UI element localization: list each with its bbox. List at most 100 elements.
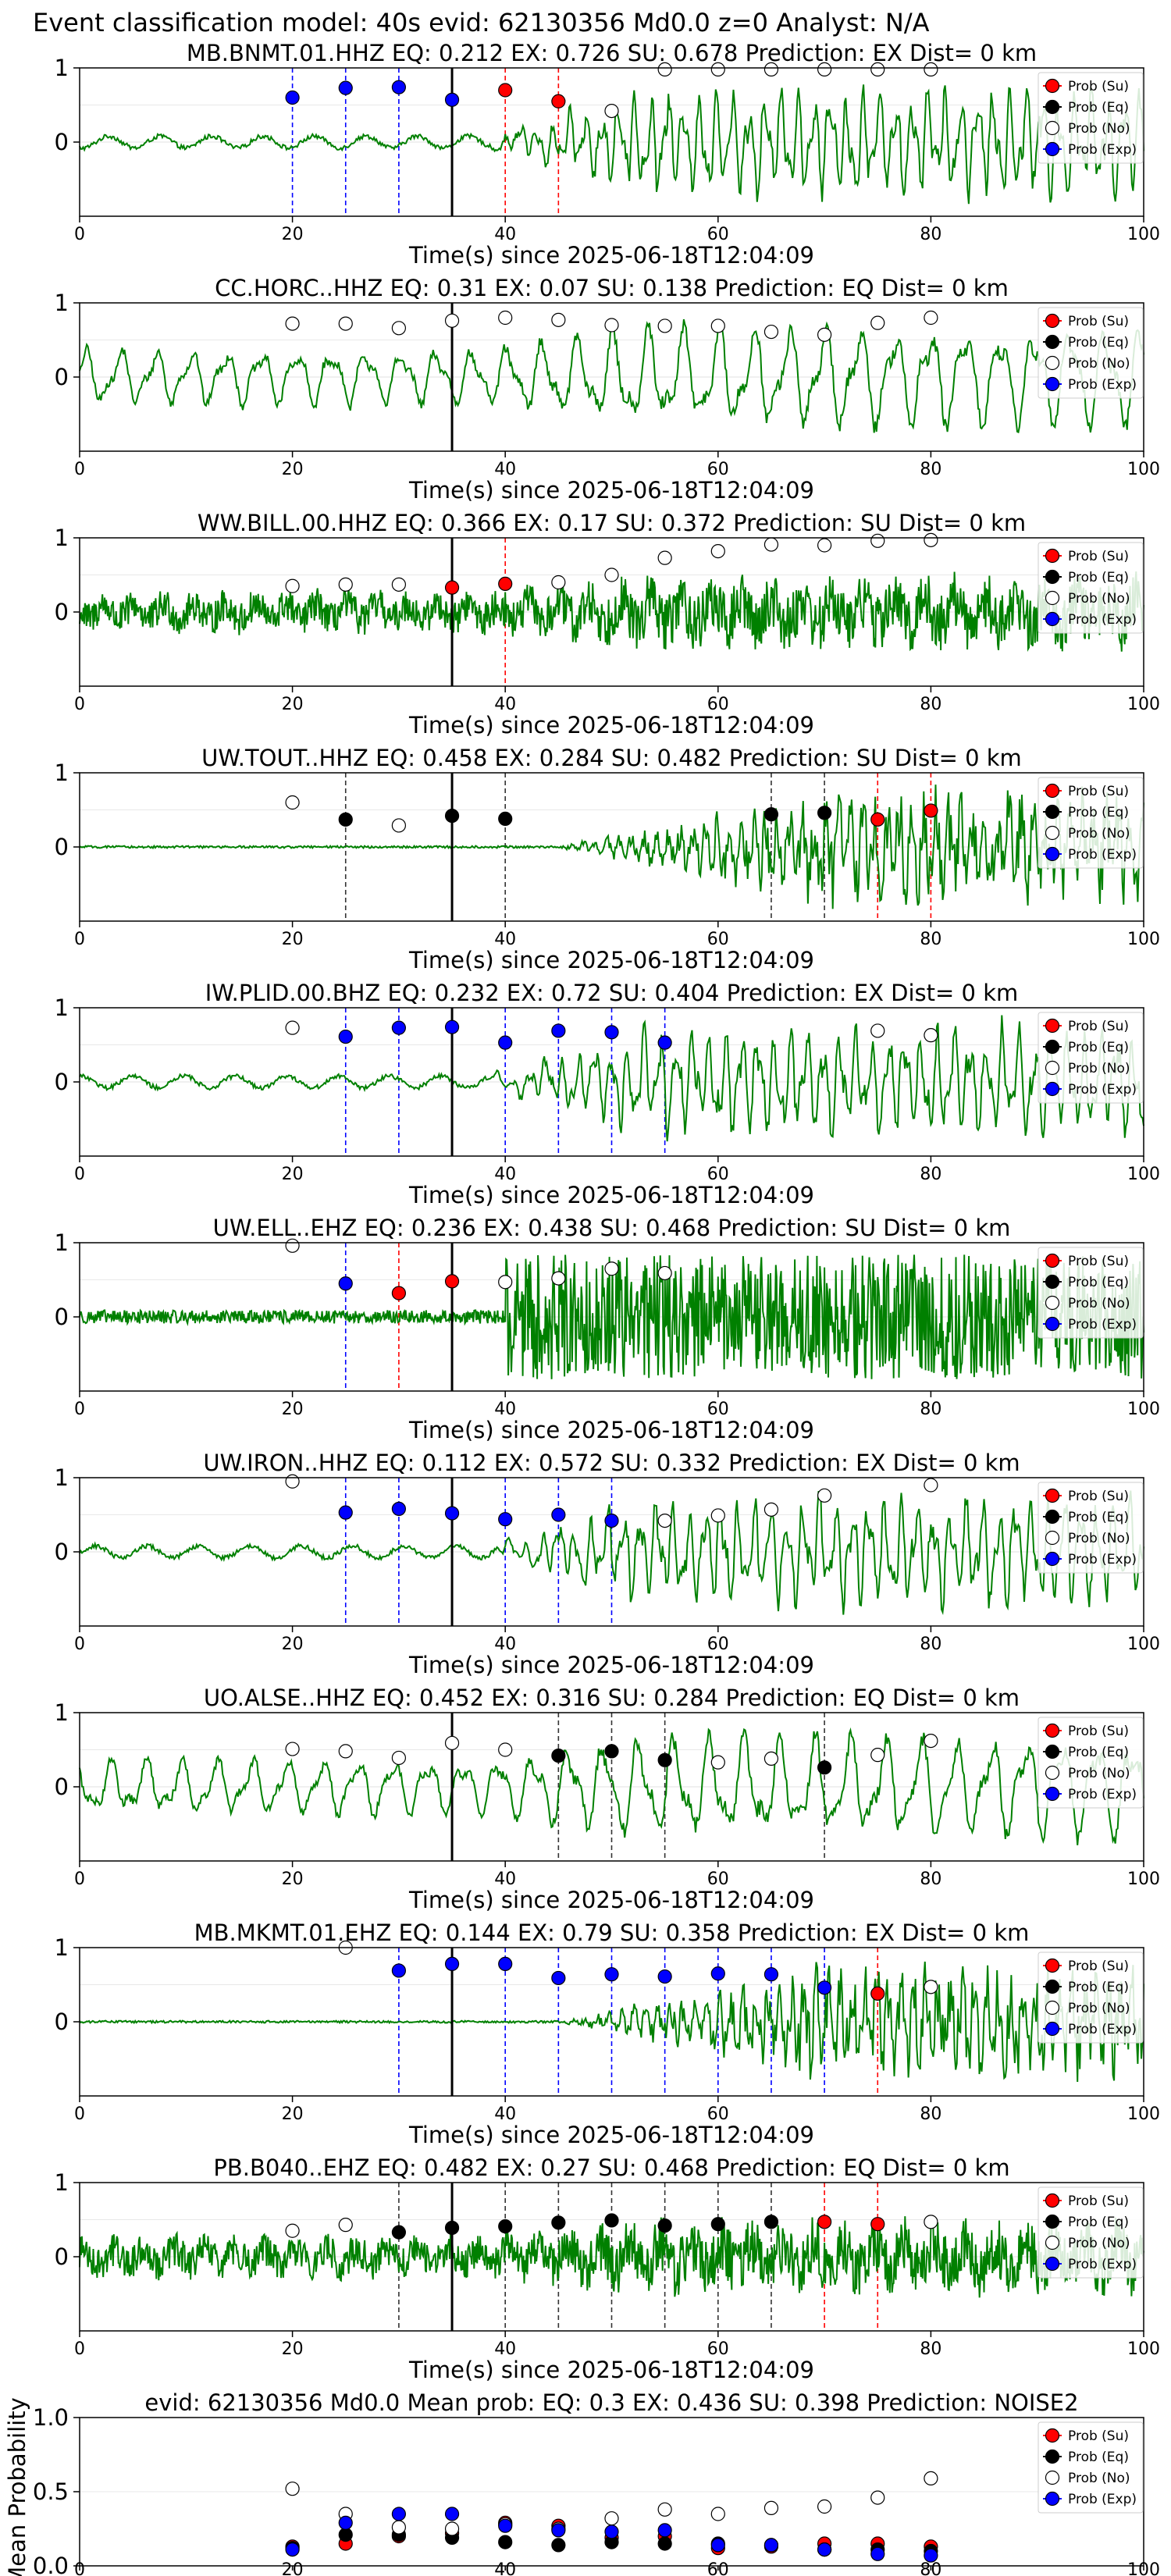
prob-marker-no — [498, 310, 513, 326]
x-tick-label: 20 — [282, 1870, 304, 1889]
x-axis-label: Time(s) since 2025-06-18T12:04:09 — [408, 477, 814, 503]
legend-marker-su — [1045, 548, 1060, 564]
x-tick-label: 40 — [494, 2339, 516, 2359]
prob-marker-exp — [391, 1020, 406, 1035]
prob-marker-su — [551, 94, 566, 109]
x-tick-label: 0 — [74, 1165, 85, 1184]
x-axis-label: Time(s) since 2025-06-18T12:04:09 — [408, 2122, 814, 2148]
mean-prob-marker-exp — [924, 2548, 938, 2563]
prob-marker-no — [710, 1755, 725, 1770]
y-tick-label: 0 — [55, 1069, 69, 1095]
legend-marker-eq — [1045, 99, 1060, 115]
y-tick-label: 1 — [55, 1229, 69, 1256]
mean-prob-marker-exp — [551, 2523, 566, 2538]
prob-marker-su — [870, 812, 885, 827]
legend-marker-no — [1045, 2470, 1060, 2485]
prob-marker-no — [285, 1742, 300, 1756]
waveform-trace — [79, 785, 1144, 909]
prob-marker-no — [444, 1735, 460, 1751]
legend-box — [1038, 1717, 1144, 1809]
prob-marker-no — [763, 1751, 779, 1766]
mean-prob-marker-exp — [444, 2507, 460, 2521]
prob-marker-exp — [338, 1505, 353, 1520]
legend-marker-no — [1045, 825, 1060, 841]
prob-marker-no — [285, 1238, 300, 1253]
x-tick-label: 0 — [74, 695, 85, 714]
x-tick-label: 80 — [920, 1635, 941, 1654]
prob-marker-no — [285, 795, 300, 810]
waveform-trace — [79, 1490, 1144, 1615]
prob-marker-exp — [817, 1980, 832, 1995]
prob-marker-eq — [657, 2218, 672, 2233]
x-tick-label: 0 — [74, 2339, 85, 2359]
y-tick-label: 0 — [55, 129, 69, 155]
prob-marker-exp — [604, 1513, 619, 1528]
panel-0: MB.BNMT.01.HHZ EQ: 0.212 EX: 0.726 SU: 0… — [55, 40, 1160, 269]
x-tick-label: 60 — [707, 2339, 729, 2359]
prob-marker-no — [924, 1478, 938, 1493]
legend-label-su: Prob (Su) — [1068, 2194, 1129, 2209]
legend-label-eq: Prob (Eq) — [1068, 1510, 1129, 1525]
prob-marker-no — [817, 538, 832, 553]
prob-marker-eq — [498, 811, 513, 827]
legend-label-exp: Prob (Exp) — [1068, 1317, 1137, 1332]
prob-marker-eq — [498, 2218, 513, 2234]
x-tick-label: 100 — [1127, 1400, 1160, 1419]
prob-marker-eq — [657, 1752, 672, 1767]
prob-marker-no — [285, 1474, 300, 1489]
legend-label-exp: Prob (Exp) — [1068, 1082, 1137, 1098]
legend: Prob (Su) Prob (Eq) Prob (No) Prob (Exp) — [1038, 72, 1144, 164]
figure-suptitle: Event classification model: 40s evid: 62… — [33, 8, 930, 37]
mean-prob-marker-no — [924, 2471, 938, 2485]
x-tick-label: 100 — [1127, 930, 1160, 949]
legend-label-exp: Prob (Exp) — [1068, 847, 1137, 863]
legend-label-no: Prob (No) — [1068, 2471, 1130, 2486]
prob-marker-no — [551, 575, 566, 590]
prob-marker-no — [498, 1742, 513, 1757]
x-tick-label: 20 — [282, 2560, 304, 2576]
x-tick-label: 60 — [707, 1400, 729, 1419]
x-tick-label: 40 — [494, 1635, 516, 1654]
x-tick-label: 80 — [920, 2105, 941, 2124]
prob-marker-no — [285, 1020, 300, 1035]
legend: Prob (Su) Prob (Eq) Prob (No) Prob (Exp) — [1038, 1482, 1144, 1574]
prob-marker-no — [924, 1028, 938, 1043]
x-tick-label: 0 — [74, 2105, 85, 2124]
panel-title: UW.ELL..EHZ EQ: 0.236 EX: 0.438 SU: 0.46… — [213, 1215, 1011, 1241]
legend-label-su: Prob (Su) — [1068, 784, 1129, 799]
prob-marker-eq — [763, 2215, 779, 2229]
prob-marker-eq — [604, 2213, 619, 2228]
legend-box — [1038, 1482, 1144, 1574]
mean-prob-marker-exp — [763, 2538, 779, 2553]
prob-marker-su — [817, 2215, 832, 2229]
prob-marker-no — [391, 577, 406, 592]
x-tick-label: 100 — [1127, 2339, 1160, 2359]
summary-title: evid: 62130356 Md0.0 Mean prob: EQ: 0.3 … — [144, 2389, 1078, 2416]
legend-marker-exp — [1045, 376, 1060, 392]
x-tick-label: 20 — [282, 1635, 304, 1654]
x-tick-label: 80 — [920, 460, 941, 479]
panel-title: IW.PLID.00.BHZ EQ: 0.232 EX: 0.72 SU: 0.… — [205, 980, 1019, 1006]
y-tick-label: 1 — [55, 55, 69, 81]
x-tick-label: 100 — [1127, 695, 1160, 714]
prob-marker-su — [444, 1274, 460, 1289]
waveform-trace — [79, 84, 1144, 205]
mean-prob-marker-no — [870, 2490, 885, 2505]
panel-title: PB.B040..EHZ EQ: 0.482 EX: 0.27 SU: 0.46… — [213, 2154, 1009, 2181]
x-tick-label: 20 — [282, 695, 304, 714]
waveform-trace — [79, 1015, 1144, 1142]
prob-marker-no — [870, 1023, 885, 1038]
x-tick-label: 20 — [282, 2339, 304, 2359]
x-tick-label: 20 — [282, 1400, 304, 1419]
prob-marker-no — [710, 1508, 725, 1523]
legend-marker-eq — [1045, 2214, 1060, 2229]
x-tick-label: 80 — [920, 225, 941, 244]
prob-marker-no — [817, 327, 832, 342]
legend-marker-exp — [1045, 1786, 1060, 1802]
legend-box — [1038, 2421, 1144, 2514]
prob-marker-su — [444, 580, 460, 595]
x-tick-label: 0 — [74, 1635, 85, 1654]
y-tick-label: 1 — [55, 290, 69, 316]
x-tick-label: 0 — [74, 225, 85, 244]
prob-marker-su — [870, 2217, 885, 2232]
